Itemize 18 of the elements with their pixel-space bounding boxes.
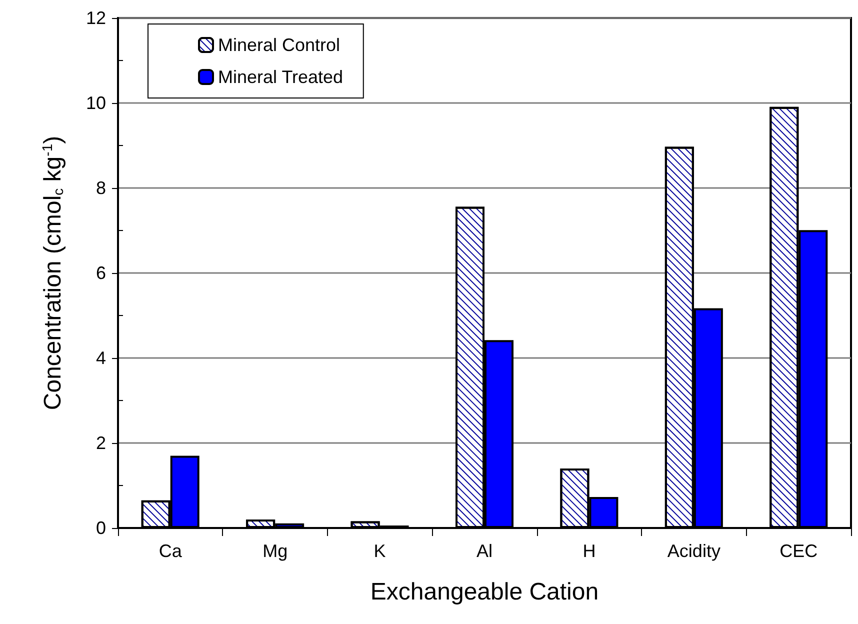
x-tick-label: Mg — [262, 541, 288, 561]
y-tick-label: 0 — [96, 518, 106, 538]
x-tick-label: Al — [476, 541, 493, 561]
x-tick-label: H — [582, 541, 596, 561]
x-axis-title: Exchangeable Cation — [370, 578, 599, 606]
y-tick-label: 12 — [86, 8, 106, 28]
y-tick-label: 4 — [96, 348, 106, 368]
x-tick-label: K — [374, 541, 386, 561]
x-tick-label: Ca — [158, 541, 183, 561]
y-tick-label: 8 — [96, 178, 106, 198]
legend-label: Mineral Treated — [218, 67, 344, 87]
y-tick-label: 2 — [96, 433, 106, 453]
x-tick-label: CEC — [780, 541, 818, 561]
y-tick-label: 6 — [96, 263, 106, 283]
x-tick-label: Acidity — [667, 541, 720, 561]
y-axis-title: Concentration (cmolc kg-1) — [39, 136, 66, 410]
legend-label: Mineral Control — [218, 35, 340, 55]
y-tick-label: 10 — [86, 93, 106, 113]
